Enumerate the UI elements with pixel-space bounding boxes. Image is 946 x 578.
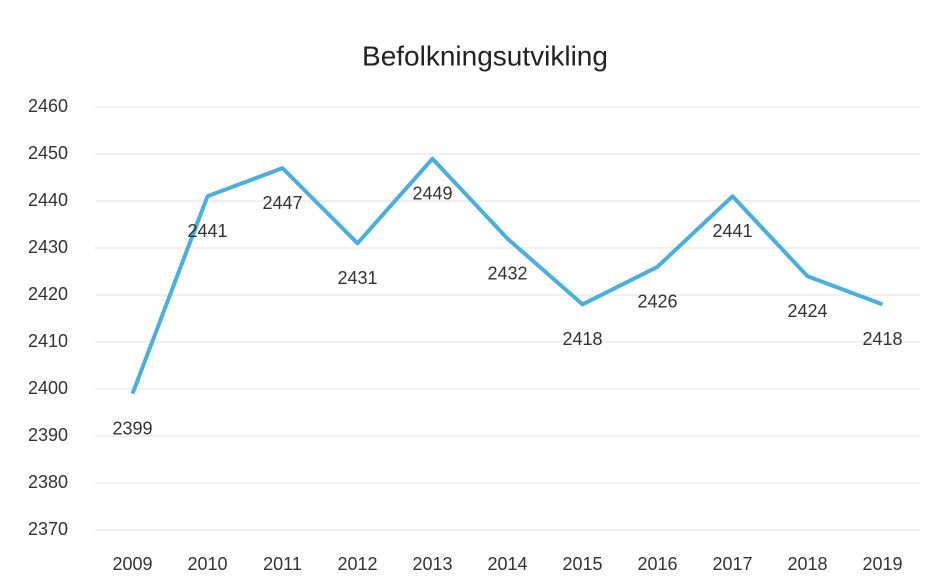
- x-tick-label: 2013: [412, 554, 452, 574]
- data-label: 2432: [487, 263, 527, 283]
- data-label: 2399: [112, 418, 152, 438]
- data-label: 2424: [787, 301, 827, 321]
- x-tick-label: 2010: [187, 554, 227, 574]
- x-tick-label: 2018: [787, 554, 827, 574]
- data-label: 2431: [337, 268, 377, 288]
- data-line: [130, 156, 884, 395]
- x-tick-label: 2017: [712, 554, 752, 574]
- x-tick-label: 2019: [862, 554, 902, 574]
- data-label: 2441: [187, 221, 227, 241]
- data-label: 2418: [562, 329, 602, 349]
- y-tick-label: 2460: [28, 96, 68, 116]
- data-label: 2418: [862, 329, 902, 349]
- y-tick-label: 2430: [28, 237, 68, 257]
- x-tick-label: 2015: [562, 554, 602, 574]
- y-tick-label: 2370: [28, 519, 68, 539]
- x-tick-label: 2009: [112, 554, 152, 574]
- data-label: 2449: [412, 183, 452, 203]
- x-tick-label: 2012: [337, 554, 377, 574]
- x-tick-label: 2014: [487, 554, 527, 574]
- data-label: 2447: [262, 193, 302, 213]
- y-tick-label: 2380: [28, 472, 68, 492]
- x-tick-label: 2011: [263, 554, 302, 574]
- y-tick-label: 2420: [28, 284, 68, 304]
- y-tick-label: 2440: [28, 190, 68, 210]
- y-tick-label: 2410: [28, 331, 68, 351]
- data-label: 2441: [712, 221, 752, 241]
- y-tick-label: 2400: [28, 378, 68, 398]
- chart-title: Befolkningsutvikling: [362, 40, 608, 71]
- y-tick-label: 2450: [28, 143, 68, 163]
- x-tick-label: 2016: [637, 554, 677, 574]
- y-tick-label: 2390: [28, 425, 68, 445]
- data-label: 2426: [637, 292, 677, 312]
